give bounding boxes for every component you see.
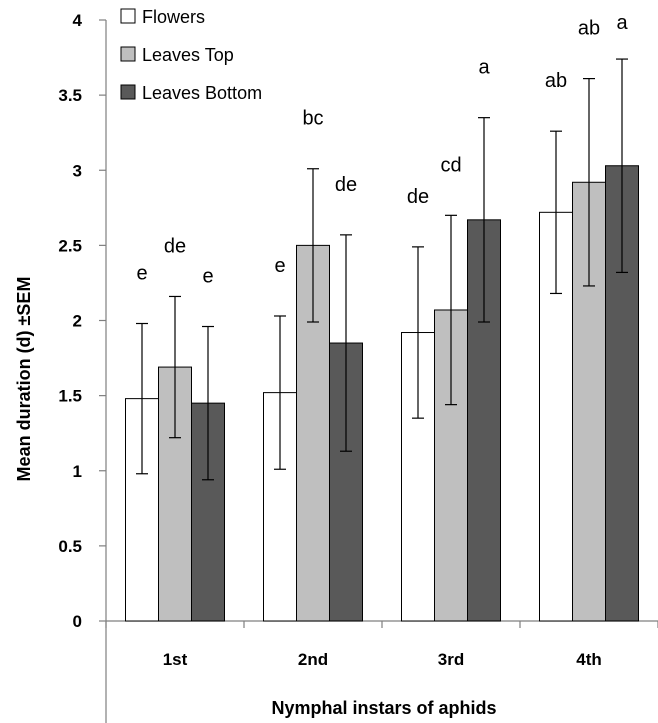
legend-label: Flowers — [142, 7, 205, 27]
x-axis-title: Nymphal instars of aphids — [271, 698, 496, 718]
y-tick-label: 2 — [73, 312, 82, 331]
y-tick-label: 3.5 — [58, 86, 82, 105]
y-tick-label: 1.5 — [58, 387, 82, 406]
x-tick-label: 3rd — [438, 650, 464, 669]
significance-label: e — [202, 266, 213, 288]
significance-label: a — [478, 57, 490, 79]
y-tick-label: 3 — [73, 161, 82, 180]
significance-label: ab — [578, 18, 600, 40]
significance-label: cd — [440, 154, 461, 176]
bars — [125, 165, 639, 622]
legend-label: Leaves Top — [142, 45, 234, 65]
x-axis: 1st 2nd 3rd 4th — [105, 620, 658, 669]
legend-label: Leaves Bottom — [142, 83, 262, 103]
significance-label: de — [335, 174, 357, 196]
significance-label: de — [164, 235, 186, 257]
x-tick-label: 2nd — [298, 650, 328, 669]
error-bars — [136, 58, 628, 481]
significance-label: bc — [302, 108, 323, 130]
significance-label: ab — [545, 70, 567, 92]
legend-swatch — [120, 46, 136, 62]
y-axis: 0 0.5 1 1.5 2 2.5 3 3.5 4 — [58, 11, 107, 723]
y-tick-label: 2.5 — [58, 236, 82, 255]
significance-label: e — [274, 255, 285, 277]
y-tick-label: 4 — [73, 11, 83, 30]
y-tick-label: 0.5 — [58, 537, 82, 556]
legend-swatch — [120, 84, 136, 100]
significance-label: a — [616, 12, 628, 34]
significance-label: e — [136, 263, 147, 285]
legend-swatch — [120, 8, 136, 24]
y-axis-title: Mean duration (d) ±SEM — [14, 277, 34, 482]
x-tick-label: 4th — [576, 650, 602, 669]
y-tick-label: 0 — [73, 612, 82, 631]
y-tick-label: 1 — [73, 462, 82, 481]
legend: Flowers Leaves Top Leaves Bottom — [120, 7, 262, 103]
x-tick-label: 1st — [163, 650, 188, 669]
significance-label: de — [407, 186, 429, 208]
